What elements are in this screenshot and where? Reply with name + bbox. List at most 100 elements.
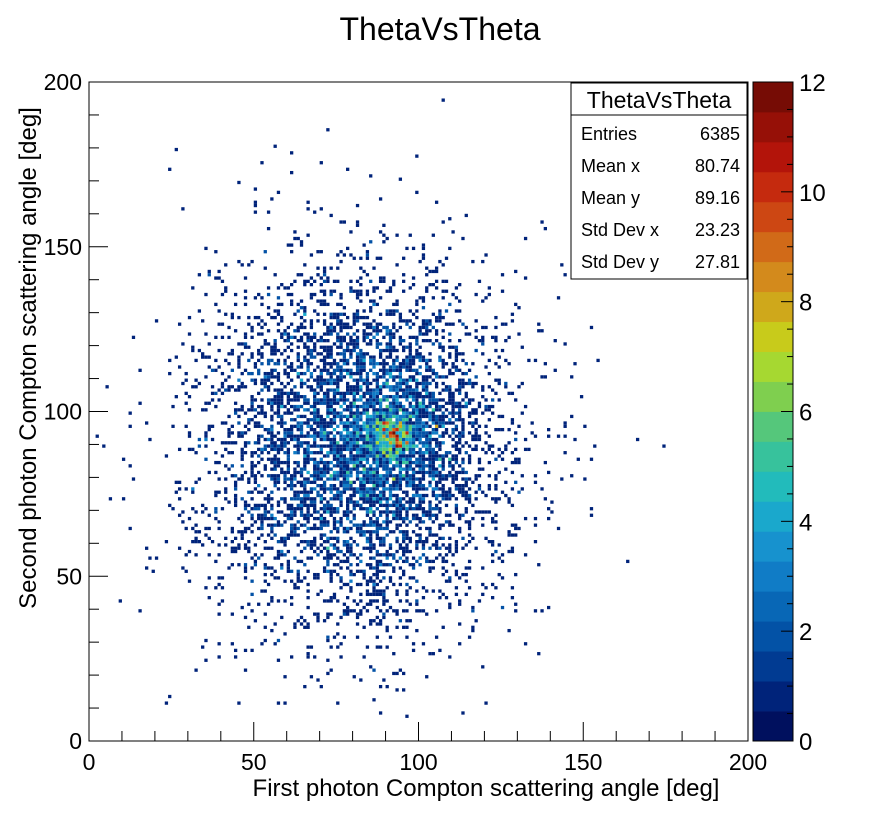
- heatmap-cell: [339, 523, 343, 527]
- heatmap-cell: [273, 477, 277, 481]
- heatmap-cell: [375, 563, 379, 567]
- heatmap-cell: [365, 490, 370, 494]
- heatmap-cell: [332, 470, 337, 475]
- heatmap-cell: [418, 454, 422, 458]
- heatmap-cell: [283, 411, 287, 415]
- heatmap-cell: [425, 556, 429, 560]
- heatmap-cell: [421, 434, 426, 438]
- heatmap-cell: [507, 533, 511, 537]
- heatmap-cell: [428, 411, 432, 415]
- heatmap-cell: [415, 411, 419, 415]
- heatmap-cell: [408, 378, 412, 382]
- heatmap-cell: [388, 470, 393, 475]
- heatmap-cell: [405, 398, 409, 402]
- heatmap-cell: [415, 431, 419, 435]
- heatmap-cell: [382, 520, 386, 524]
- heatmap-cell: [217, 553, 221, 557]
- heatmap-cell: [207, 536, 211, 540]
- heatmap-cell: [336, 411, 340, 415]
- heatmap-cell: [303, 464, 307, 468]
- heatmap-cell: [270, 408, 274, 412]
- heatmap-cell: [392, 404, 396, 409]
- heatmap-cell: [316, 460, 320, 465]
- heatmap-cell: [266, 378, 271, 382]
- heatmap-cell: [260, 362, 264, 366]
- heatmap-cell: [306, 526, 310, 531]
- heatmap-cell: [405, 464, 409, 468]
- heatmap-cell: [434, 339, 439, 343]
- heatmap-cell: [250, 408, 254, 412]
- heatmap-cell: [197, 381, 202, 386]
- heatmap-cell: [293, 483, 297, 488]
- heatmap-cell: [263, 566, 267, 570]
- heatmap-cell: [257, 332, 261, 336]
- heatmap-cell: [346, 526, 350, 531]
- heatmap-cell: [306, 625, 310, 629]
- heatmap-cell: [415, 523, 419, 527]
- heatmap-cell: [402, 411, 406, 415]
- heatmap-cell: [253, 381, 258, 386]
- heatmap-cell: [352, 434, 356, 438]
- heatmap-cell: [270, 368, 274, 372]
- heatmap-cell: [303, 619, 307, 623]
- heatmap-cell: [243, 530, 248, 534]
- heatmap-cell: [191, 526, 195, 531]
- heatmap-cell: [250, 454, 254, 458]
- heatmap-cell: [346, 391, 350, 396]
- heatmap-cell: [405, 427, 409, 432]
- heatmap-cell: [329, 507, 333, 511]
- heatmap-cell: [461, 444, 465, 448]
- stats-row-label: Std Dev x: [581, 220, 659, 240]
- heatmap-cell: [517, 490, 521, 494]
- heatmap-cell: [411, 375, 416, 379]
- heatmap-cell: [362, 483, 366, 488]
- heatmap-cell: [290, 322, 294, 326]
- heatmap-cell: [388, 605, 393, 610]
- heatmap-cell: [471, 625, 475, 629]
- heatmap-cell: [253, 296, 258, 300]
- heatmap-cell: [461, 490, 465, 494]
- heatmap-cell: [280, 510, 284, 514]
- heatmap-cell: [458, 401, 462, 405]
- heatmap-cell: [217, 602, 221, 606]
- heatmap-cell: [346, 368, 350, 372]
- heatmap-cell: [464, 371, 468, 376]
- heatmap-cell: [405, 246, 409, 251]
- heatmap-cell: [471, 259, 475, 264]
- heatmap-cell: [378, 437, 383, 442]
- heatmap-cell: [276, 302, 281, 307]
- heatmap-cell: [490, 451, 495, 455]
- heatmap-cell: [500, 457, 505, 461]
- heatmap-cell: [402, 553, 406, 557]
- heatmap-cell: [415, 414, 419, 419]
- heatmap-cell: [543, 375, 547, 379]
- heatmap-cell: [378, 401, 383, 405]
- heatmap-cell: [319, 520, 323, 524]
- heatmap-cell: [392, 385, 396, 389]
- heatmap-cell: [296, 572, 300, 577]
- heatmap-cell: [296, 414, 300, 419]
- heatmap-cell: [382, 678, 386, 682]
- heatmap-cell: [257, 358, 261, 363]
- heatmap-cell: [263, 510, 267, 514]
- heatmap-cell: [247, 503, 251, 508]
- heatmap-cell: [421, 609, 426, 613]
- heatmap-cell: [385, 516, 389, 521]
- heatmap-cell: [329, 576, 333, 580]
- heatmap-cell: [359, 451, 363, 455]
- heatmap-cell: [378, 322, 383, 326]
- heatmap-cell: [392, 421, 396, 425]
- heatmap-cell: [395, 411, 399, 415]
- heatmap-cell: [392, 302, 396, 307]
- heatmap-cell: [438, 315, 442, 320]
- heatmap-cell: [313, 477, 317, 481]
- heatmap-cell: [342, 612, 347, 616]
- heatmap-cell: [514, 431, 518, 435]
- heatmap-cell: [405, 530, 409, 534]
- heatmap-cell: [481, 299, 485, 303]
- heatmap-cell: [233, 549, 238, 554]
- heatmap-cell: [454, 434, 459, 438]
- heatmap-cell: [303, 332, 307, 336]
- heatmap-cell: [402, 273, 406, 277]
- heatmap-cell: [481, 259, 485, 264]
